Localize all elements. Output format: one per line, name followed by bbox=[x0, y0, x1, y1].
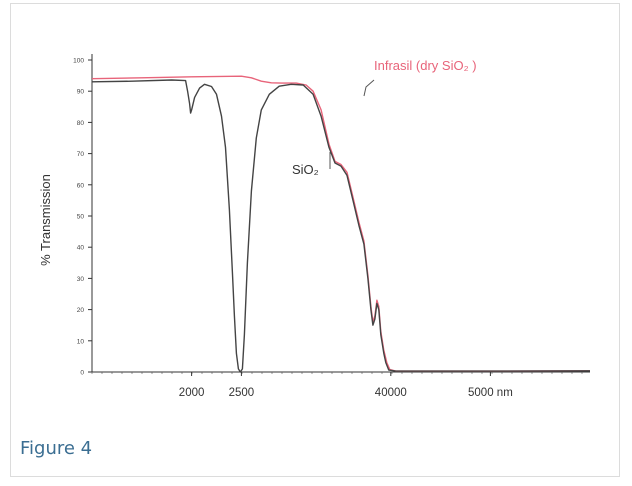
x-tick-label: 2000 bbox=[179, 387, 205, 399]
sio2-annotation: SiO₂ bbox=[292, 162, 319, 177]
y-tick-label: 0 bbox=[80, 370, 84, 377]
y-tick-labels: 0 10 20 30 40 50 60 70 80 90 100 bbox=[73, 58, 92, 377]
infrasil-annotation: Infrasil (dry SiO₂ ) bbox=[374, 58, 477, 73]
y-tick-label: 80 bbox=[77, 120, 85, 127]
y-tick-label: 70 bbox=[77, 151, 85, 158]
x-tick-label: 40000 bbox=[375, 387, 407, 399]
transmission-chart: 0 10 20 30 40 50 60 70 80 90 100 2000 2500 40000 5000… bbox=[38, 54, 591, 399]
infrasil-annotation-leader bbox=[363, 79, 375, 97]
y-tick-label: 10 bbox=[77, 338, 85, 345]
series-line-sio2 bbox=[91, 79, 591, 373]
figure-caption: Figure 4 bbox=[20, 438, 93, 459]
series-layer bbox=[91, 75, 591, 373]
x-tick-label: 2500 bbox=[229, 387, 255, 399]
y-tick-label: 60 bbox=[77, 182, 85, 189]
y-tick-label: 40 bbox=[77, 245, 85, 252]
y-tick-label: 20 bbox=[77, 307, 85, 314]
y-tick-label: 50 bbox=[77, 214, 85, 221]
axis-layer bbox=[91, 54, 590, 373]
series-line-infrasil bbox=[91, 75, 591, 372]
y-axis-label: % Transmission bbox=[38, 174, 53, 266]
x-tick-label: 5000 nm bbox=[468, 387, 513, 399]
x-tick-labels: 2000 2500 40000 5000 nm bbox=[91, 372, 583, 399]
y-tick-label: 90 bbox=[77, 89, 85, 96]
y-tick-label: 100 bbox=[73, 58, 84, 65]
y-tick-label: 30 bbox=[77, 276, 85, 283]
